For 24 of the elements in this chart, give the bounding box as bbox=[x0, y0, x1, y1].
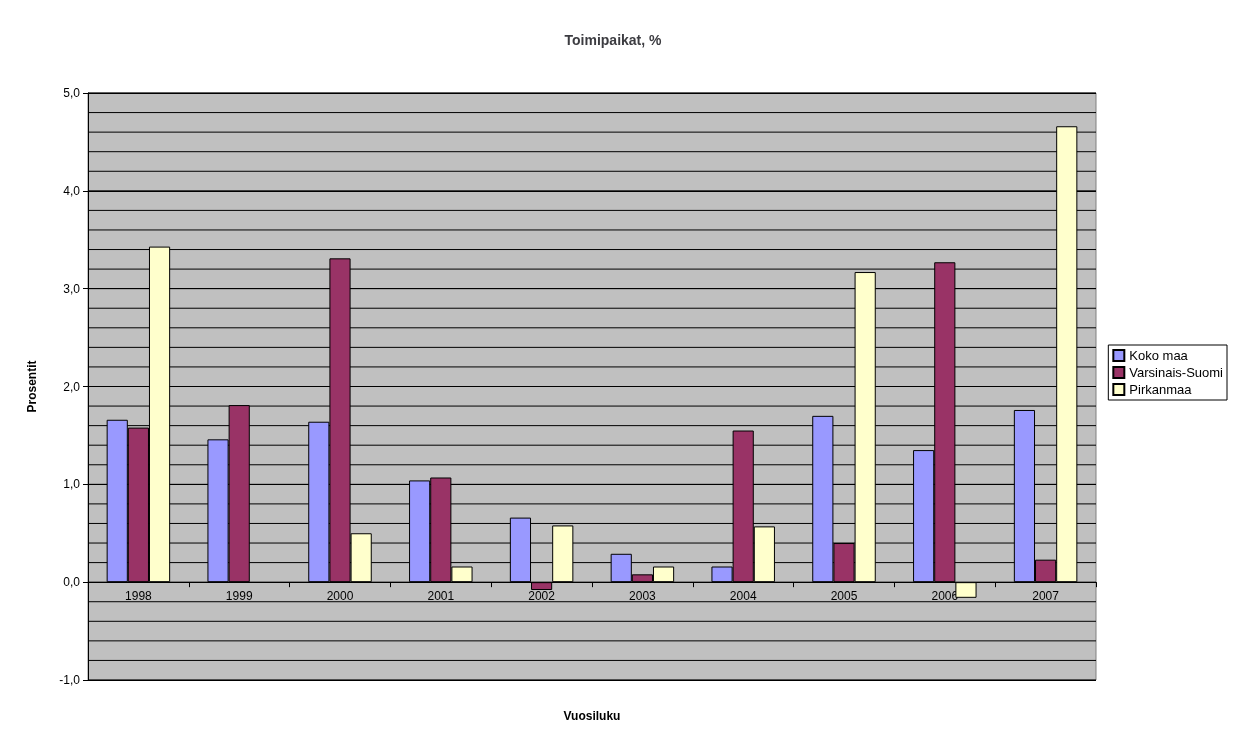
bar bbox=[531, 582, 553, 590]
y-axis-title: Prosentit bbox=[25, 360, 39, 413]
chart-title: Toimipaikat, % bbox=[564, 32, 663, 48]
x-tick-label: 2007 bbox=[1032, 589, 1060, 604]
x-tick-label: 2004 bbox=[729, 589, 757, 604]
y-tick-label: 3,0 bbox=[63, 281, 81, 296]
x-tick-label: 2001 bbox=[427, 589, 455, 604]
y-tick-label: 2,0 bbox=[63, 379, 81, 394]
x-tick-label: 2000 bbox=[326, 589, 354, 604]
x-tick-label: 2005 bbox=[830, 589, 858, 604]
legend-label: Varsinais-Suomi bbox=[1129, 365, 1224, 380]
y-tick-label: 0,0 bbox=[63, 575, 81, 590]
x-axis-title: Vuosiluku bbox=[563, 709, 621, 723]
x-tick-label: 2002 bbox=[528, 589, 556, 604]
y-tick-label: 5,0 bbox=[63, 86, 81, 100]
y-tick-label: -1,0 bbox=[59, 673, 81, 687]
y-tick-label: 4,0 bbox=[63, 183, 81, 198]
x-tick-label: 2003 bbox=[629, 589, 657, 604]
x-tick-label: 1999 bbox=[225, 589, 253, 604]
legend-label: Koko maa bbox=[1129, 348, 1189, 363]
legend-label: Pirkanmaa bbox=[1129, 382, 1193, 397]
x-tick-label: 1998 bbox=[125, 589, 153, 604]
y-tick-label: 1,0 bbox=[63, 477, 81, 492]
x-tick-label: 2006 bbox=[931, 589, 959, 604]
